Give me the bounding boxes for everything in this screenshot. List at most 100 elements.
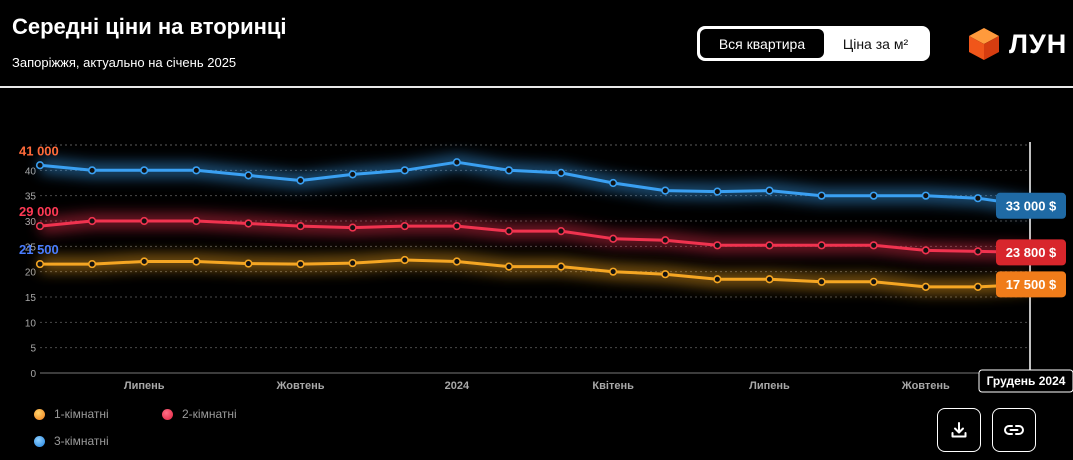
link-icon bbox=[1004, 425, 1024, 435]
data-point bbox=[348, 170, 357, 179]
data-point bbox=[973, 282, 982, 291]
toggle-price-per-m2[interactable]: Ціна за м² bbox=[842, 35, 909, 52]
lun-logo: ЛУН bbox=[967, 26, 1067, 62]
data-point bbox=[817, 277, 826, 286]
data-point bbox=[556, 262, 566, 271]
start-value-label: 29 000 bbox=[19, 204, 59, 219]
start-value-label: 21 500 bbox=[19, 242, 59, 257]
data-point bbox=[921, 191, 930, 200]
data-point bbox=[296, 176, 305, 185]
legend-dot-3-room bbox=[34, 435, 45, 447]
data-point bbox=[140, 257, 149, 266]
y-tick-label: 0 bbox=[30, 369, 36, 380]
data-point bbox=[921, 282, 930, 291]
y-tick-label: 30 bbox=[25, 217, 37, 228]
data-point bbox=[348, 223, 357, 232]
series-line-2 bbox=[38, 219, 1032, 254]
data-point bbox=[192, 216, 201, 226]
legend-item-2-room[interactable]: 2-кімнатні bbox=[162, 407, 237, 421]
data-point bbox=[765, 241, 774, 250]
data-point bbox=[400, 255, 409, 265]
end-value-label: 23 800 $ bbox=[1006, 245, 1057, 260]
copy-link-button[interactable] bbox=[992, 408, 1036, 452]
data-point bbox=[713, 241, 722, 250]
legend-dot-2-room bbox=[162, 408, 173, 420]
legend-label-3-room: 3-кімнатні bbox=[54, 434, 109, 448]
data-point bbox=[765, 275, 774, 284]
download-icon bbox=[951, 422, 967, 438]
series-line-3 bbox=[38, 160, 1032, 208]
chart-legend: 1-кімнатні 2-кімнатні 3-кімнатні bbox=[34, 405, 314, 455]
data-point bbox=[661, 236, 670, 245]
data-point bbox=[244, 259, 253, 268]
data-point bbox=[713, 275, 722, 284]
x-tick-label: Жовтень bbox=[901, 380, 950, 392]
data-point bbox=[35, 221, 45, 231]
data-point bbox=[817, 241, 826, 250]
data-point bbox=[400, 166, 409, 175]
x-tick-label: Жовтень bbox=[276, 380, 325, 392]
data-point bbox=[869, 241, 878, 250]
series-line-1 bbox=[38, 258, 1032, 289]
data-point bbox=[609, 178, 618, 188]
y-tick-label: 5 bbox=[30, 344, 36, 355]
y-tick-label: 35 bbox=[25, 192, 37, 203]
end-value-badge bbox=[996, 192, 1066, 219]
x-tick-label: Липень bbox=[749, 380, 790, 392]
data-point bbox=[88, 259, 97, 269]
data-point bbox=[661, 270, 670, 279]
data-point bbox=[192, 257, 201, 266]
data-point bbox=[765, 186, 774, 195]
data-point bbox=[192, 166, 201, 175]
data-point bbox=[609, 234, 618, 243]
data-point bbox=[973, 194, 982, 203]
download-button[interactable] bbox=[937, 408, 981, 452]
cursor-date-label: Грудень 2024 bbox=[987, 374, 1066, 388]
end-value-badge bbox=[996, 239, 1066, 266]
data-point bbox=[713, 187, 722, 196]
data-point bbox=[869, 277, 878, 286]
data-point bbox=[921, 246, 930, 255]
cursor-date-box bbox=[978, 369, 1073, 393]
header-divider bbox=[0, 86, 1073, 88]
x-tick-label: Липень bbox=[124, 380, 165, 392]
data-point bbox=[296, 221, 305, 231]
toggle-whole-apartment[interactable]: Вся квартира bbox=[700, 29, 824, 58]
legend-item-3-room[interactable]: 3-кімнатні bbox=[34, 434, 109, 448]
data-point bbox=[452, 257, 461, 266]
data-point bbox=[869, 191, 878, 200]
logo-text: ЛУН bbox=[1009, 28, 1068, 59]
data-point bbox=[504, 166, 514, 175]
data-point bbox=[35, 161, 45, 170]
data-point bbox=[88, 216, 97, 226]
data-point bbox=[244, 171, 253, 180]
lun-cube-icon bbox=[969, 28, 999, 60]
series-glow-3 bbox=[39, 155, 1032, 213]
data-point bbox=[296, 259, 305, 269]
data-point bbox=[504, 262, 514, 271]
y-tick-label: 10 bbox=[25, 318, 37, 329]
data-point bbox=[609, 267, 618, 276]
price-mode-toggle: Вся квартира Ціна за м² bbox=[697, 26, 930, 61]
data-point bbox=[35, 259, 45, 269]
x-tick-label: Квітень bbox=[592, 380, 634, 392]
y-tick-label: 20 bbox=[25, 268, 37, 279]
page-subtitle: Запоріжжя, актуально на січень 2025 bbox=[12, 55, 237, 70]
price-chart: 0 5 10 15 20 25 30 35 40 Липень Жовтень 2024 Квітень… bbox=[19, 142, 1073, 393]
legend-label-2-room: 2-кімнатні bbox=[182, 407, 237, 421]
data-point bbox=[452, 158, 461, 167]
data-point bbox=[504, 227, 514, 236]
data-point bbox=[556, 227, 566, 236]
start-value-label: 41 000 bbox=[19, 143, 59, 158]
y-tick-label: 40 bbox=[25, 166, 37, 177]
series-glow-2 bbox=[39, 214, 1031, 260]
legend-item-1-room[interactable]: 1-кімнатні bbox=[34, 407, 109, 421]
data-point bbox=[244, 219, 253, 228]
data-point bbox=[556, 168, 566, 177]
data-point bbox=[88, 166, 97, 175]
data-point bbox=[348, 258, 357, 268]
y-tick-label: 15 bbox=[25, 293, 37, 304]
data-point bbox=[140, 166, 149, 175]
legend-dot-1-room bbox=[34, 408, 45, 420]
page-title: Середні ціни на вторинці bbox=[12, 14, 287, 39]
